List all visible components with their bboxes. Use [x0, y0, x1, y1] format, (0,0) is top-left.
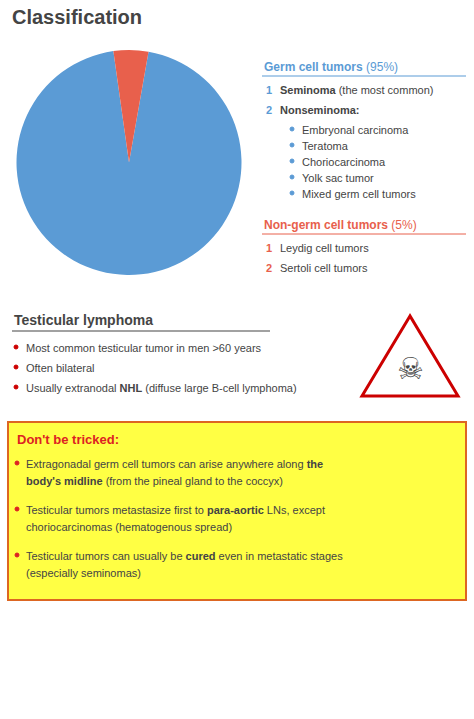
svg-text:1: 1: [266, 242, 272, 254]
svg-text:Leydig cell tumors: Leydig cell tumors: [280, 242, 369, 254]
svg-text:Sertoli cell tumors: Sertoli cell tumors: [280, 262, 368, 274]
svg-text:Embryonal carcinoma: Embryonal carcinoma: [302, 124, 409, 136]
svg-text:Usually extranodal NHL (diffus: Usually extranodal NHL (diffuse large B-…: [26, 382, 297, 394]
svg-text:Nonseminoma:: Nonseminoma:: [280, 104, 359, 116]
svg-text:Germ cell tumors (95%): Germ cell tumors (95%): [264, 60, 398, 74]
svg-text:Mixed germ cell tumors: Mixed germ cell tumors: [302, 188, 416, 200]
svg-text:Teratoma: Teratoma: [302, 140, 349, 152]
svg-text:(especially seminomas): (especially seminomas): [26, 567, 141, 579]
svg-text:choriocarcinomas (hematogenous: choriocarcinomas (hematogenous spread): [26, 521, 232, 533]
svg-text:Non-germ cell tumors (5%): Non-germ cell tumors (5%): [264, 218, 417, 232]
svg-text:Testicular tumors can usually: Testicular tumors can usually be cured e…: [26, 550, 343, 562]
svg-text:Don't be tricked:: Don't be tricked:: [17, 432, 119, 447]
svg-text:1: 1: [266, 84, 272, 96]
svg-text:Most common testicular tumor i: Most common testicular tumor in men >60 …: [26, 342, 262, 354]
svg-text:Classification: Classification: [12, 6, 142, 28]
svg-text:Seminoma (the most common): Seminoma (the most common): [280, 84, 433, 96]
svg-text:Yolk sac tumor: Yolk sac tumor: [302, 172, 374, 184]
svg-text:body's midline (from the pinea: body's midline (from the pineal gland to…: [26, 475, 283, 487]
svg-text:Testicular tumors metastasize: Testicular tumors metastasize first to p…: [26, 504, 325, 516]
svg-text:Testicular lymphoma: Testicular lymphoma: [14, 312, 153, 328]
svg-text:Often bilateral: Often bilateral: [26, 362, 94, 374]
svg-text:Extragonadal germ cell tumors: Extragonadal germ cell tumors can arise …: [26, 458, 323, 470]
svg-text:2: 2: [266, 262, 272, 274]
svg-text:2: 2: [266, 104, 272, 116]
svg-text:Choriocarcinoma: Choriocarcinoma: [302, 156, 386, 168]
svg-text:☠: ☠: [397, 351, 424, 386]
